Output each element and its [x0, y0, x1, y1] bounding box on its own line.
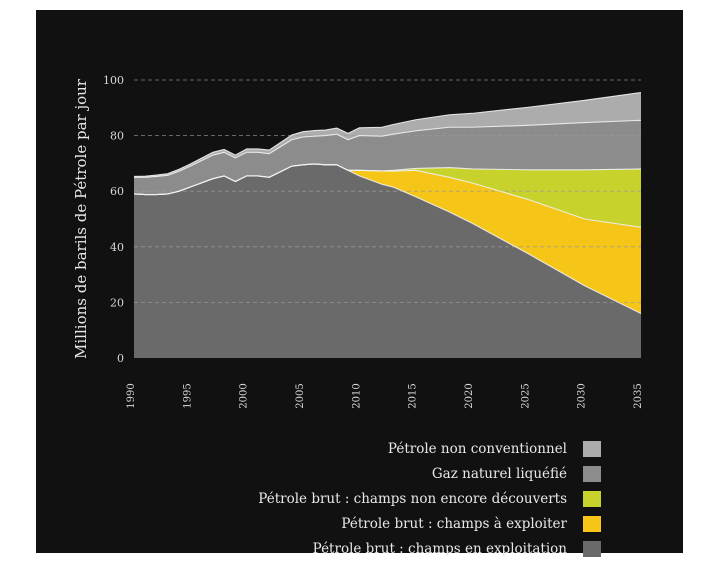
area-petrole-brut-champs-non-encore-decouverts — [134, 163, 641, 228]
boundary-petrole-brut-champs-non-encore-decouverts — [133, 163, 642, 196]
series-boundary-lines — [133, 91, 642, 315]
stacked-area-chart: 0 20 40 60 80 100 1990 1995 2000 2005 2010 2015 202… — [72, 74, 644, 409]
legend-item-fields-undiscovered: Pétrole brut : champs non encore découve… — [258, 488, 601, 510]
y-axis-ticks: 0 20 40 60 80 100 — [103, 74, 124, 365]
x-tick-label: 2020 — [464, 383, 475, 408]
chart-panel: 0 20 40 60 80 100 1990 1995 2000 2005 2010 2015 202… — [36, 10, 683, 557]
x-tick-label: 1995 — [182, 383, 193, 408]
x-axis-ticks: 1990 1995 2000 2005 2010 2015 2020 2025 2030 2035 — [126, 383, 644, 408]
y-tick-label: 40 — [110, 241, 124, 254]
x-tick-label: 1990 — [126, 383, 137, 408]
y-tick-label: 80 — [110, 130, 124, 143]
legend-label: Pétrole brut : champs non encore découve… — [258, 491, 567, 507]
x-tick-label: 2005 — [295, 383, 306, 408]
legend-swatch — [583, 466, 601, 482]
legend-label: Pétrole brut : champs en exploitation — [312, 541, 567, 557]
area-petrole-brut-champs-en-exploitation — [134, 163, 641, 358]
gridlines — [134, 79, 641, 303]
y-axis-label: Millions de barils de Pétrole par jour — [72, 78, 90, 359]
x-tick-label: 2015 — [408, 383, 419, 408]
x-tick-label: 2010 — [351, 383, 362, 408]
legend-item-fields-producing: Pétrole brut : champs en exploitation — [258, 538, 601, 560]
legend-label: Pétrole brut : champs à exploiter — [341, 516, 567, 532]
legend-swatch — [583, 541, 601, 557]
legend-swatch — [583, 491, 601, 507]
legend-item-fields-to-develop: Pétrole brut : champs à exploiter — [258, 513, 601, 535]
legend-label: Gaz naturel liquéfié — [431, 466, 567, 482]
y-tick-label: 0 — [117, 352, 124, 365]
y-tick-label: 60 — [110, 185, 124, 198]
legend-label: Pétrole non conventionnel — [387, 441, 567, 457]
legend: Pétrole non conventionnel Gaz naturel li… — [258, 438, 601, 560]
legend-swatch — [583, 441, 601, 457]
x-tick-label: 2035 — [633, 383, 644, 408]
legend-item-natural-gas-liquids: Gaz naturel liquéfié — [258, 463, 601, 485]
legend-item-unconventional-oil: Pétrole non conventionnel — [258, 438, 601, 460]
y-tick-label: 100 — [103, 74, 124, 87]
x-tick-label: 2000 — [239, 383, 250, 408]
x-tick-label: 2030 — [577, 383, 588, 408]
y-tick-label: 20 — [110, 296, 124, 309]
boundary-gaz-naturel-liquefie — [134, 119, 642, 178]
area-series-group — [134, 92, 641, 358]
area-petrole-brut-champs-a-exploiter — [134, 163, 641, 314]
x-tick-label: 2025 — [520, 383, 531, 408]
legend-swatch — [583, 516, 601, 532]
boundary-petrole-non-conventionnel — [133, 91, 642, 178]
